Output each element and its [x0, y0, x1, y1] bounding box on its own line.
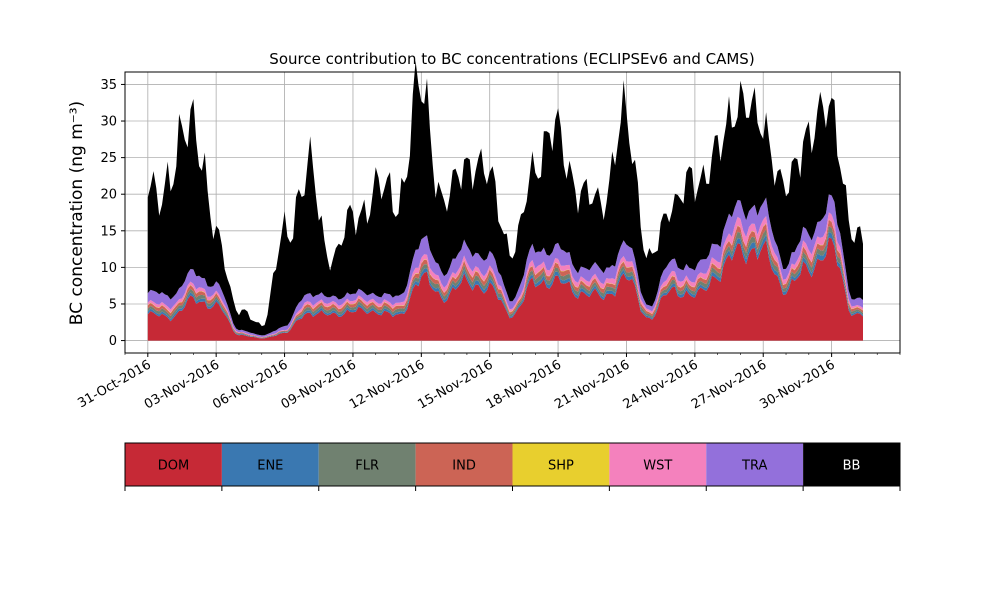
- chart-title: Source contribution to BC concentrations…: [269, 50, 754, 68]
- y-tick-label: 30: [100, 115, 117, 130]
- x-tick-label: 03-Nov-2016: [142, 357, 222, 412]
- legend: DOM ENE FLR IND SHP WST TRA BB: [124, 442, 901, 491]
- x-tick-label: 12-Nov-2016: [347, 357, 427, 412]
- x-tick-label: 15-Nov-2016: [415, 357, 495, 412]
- series-area-bb: [147, 60, 864, 336]
- series-area-ind: [147, 219, 864, 338]
- series-area-wst: [147, 212, 864, 338]
- legend-swatch-wst: [609, 443, 707, 486]
- y-tick-label: 35: [100, 78, 117, 93]
- x-tick-label: 30-Nov-2016: [757, 357, 837, 412]
- legend-swatch-bb: [803, 443, 900, 486]
- y-tick-label: 10: [100, 261, 117, 276]
- legend-label-wst: WST: [643, 459, 672, 474]
- legend-label-ind: IND: [452, 459, 476, 474]
- x-tick-label: 24-Nov-2016: [621, 357, 701, 412]
- y-tick-label: 15: [100, 224, 117, 239]
- legend-label-flr: FLR: [355, 459, 379, 474]
- stacked-areas: [147, 60, 864, 341]
- plot-area: 0 5 10 15 20 25 30 35 31-Oct-201603-Nov-201606-N…: [75, 60, 901, 412]
- series-area-tra: [147, 194, 864, 337]
- legend-swatch-tra: [706, 443, 804, 486]
- legend-label-bb: BB: [843, 459, 861, 474]
- y-tick-label: 0: [109, 334, 117, 349]
- y-tick-label: 25: [100, 151, 117, 166]
- legend-label-dom: DOM: [158, 459, 189, 474]
- legend-swatch-ene: [221, 443, 319, 486]
- y-tick-label: 20: [100, 188, 117, 203]
- legend-label-ene: ENE: [257, 459, 283, 474]
- series-area-dom: [147, 237, 864, 341]
- legend-swatch-ind: [415, 443, 513, 486]
- legend-swatch-dom: [125, 443, 222, 486]
- x-tick-label: 21-Nov-2016: [552, 357, 632, 412]
- legend-swatch-shp: [512, 443, 610, 486]
- x-tick-label: 18-Nov-2016: [484, 357, 564, 412]
- x-tick-label: 27-Nov-2016: [689, 357, 769, 412]
- x-tick-label: 31-Oct-2016: [75, 357, 153, 411]
- legend-label-shp: SHP: [548, 459, 574, 474]
- y-tick-label: 5: [109, 297, 117, 312]
- x-tick-label: 09-Nov-2016: [279, 357, 359, 412]
- legend-swatch-flr: [318, 443, 416, 486]
- x-tick-label: 06-Nov-2016: [210, 357, 290, 412]
- y-axis-label: BC concentration (ng m⁻³): [67, 101, 87, 325]
- legend-label-tra: TRA: [741, 459, 767, 474]
